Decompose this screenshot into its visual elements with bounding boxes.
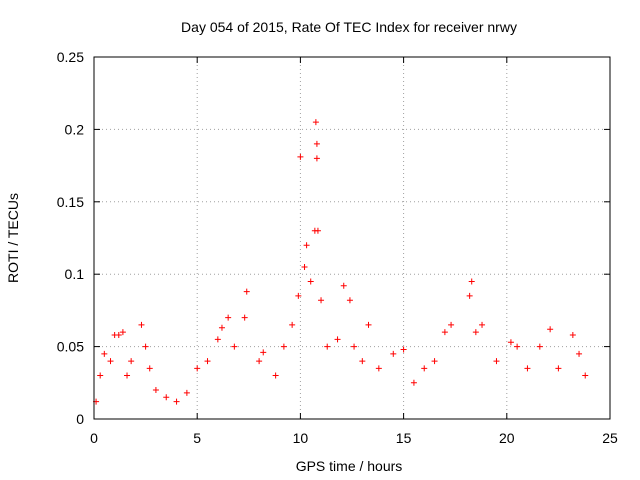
data-point (97, 372, 104, 379)
data-point (312, 119, 319, 126)
data-point (307, 278, 314, 285)
data-point (295, 292, 302, 299)
data-point (479, 321, 486, 328)
axis-ticks (93, 56, 611, 420)
data-point (400, 346, 407, 353)
x-tick-label: 15 (396, 430, 412, 446)
data-point (493, 358, 500, 365)
data-point (115, 332, 122, 339)
data-point (214, 336, 221, 343)
data-point (313, 155, 320, 162)
plot-frame (93, 56, 611, 420)
grid-lines (94, 57, 610, 419)
data-point (289, 321, 296, 328)
x-tick-labels: 0 5 10 15 20 25 (90, 430, 618, 446)
data-point (119, 329, 126, 336)
chart-title: Day 054 of 2015, Rate Of TEC Index for r… (181, 19, 517, 35)
data-point (128, 358, 135, 365)
x-tick-label: 5 (193, 430, 201, 446)
data-point (472, 329, 479, 336)
data-point (421, 365, 428, 372)
data-point (466, 292, 473, 299)
data-point (272, 372, 279, 379)
x-tick-label: 25 (602, 430, 618, 446)
data-point (468, 278, 475, 285)
data-point (334, 336, 341, 343)
data-point (183, 389, 190, 396)
y-tick-label: 0.2 (65, 121, 85, 137)
data-point (441, 329, 448, 336)
data-point (146, 365, 153, 372)
data-point (101, 350, 108, 357)
data-point (448, 321, 455, 328)
y-tick-label: 0.25 (57, 49, 84, 65)
data-point (576, 350, 583, 357)
data-point (536, 343, 543, 350)
x-tick-label: 20 (499, 430, 515, 446)
data-point (107, 358, 114, 365)
y-tick-label: 0.1 (65, 266, 85, 282)
data-point (359, 358, 366, 365)
data-point (547, 326, 554, 333)
data-point (431, 358, 438, 365)
data-point (582, 372, 589, 379)
data-point (555, 365, 562, 372)
data-point (231, 343, 238, 350)
data-point (410, 379, 417, 386)
y-tick-labels: 0 0.05 0.1 0.15 0.2 0.25 (57, 49, 84, 427)
data-point (375, 365, 382, 372)
data-point (324, 343, 331, 350)
data-point (142, 343, 149, 350)
data-point (346, 297, 353, 304)
y-tick-label: 0.05 (57, 339, 84, 355)
data-point (390, 350, 397, 357)
data-point (340, 282, 347, 289)
data-point (260, 349, 267, 356)
data-point (163, 394, 170, 401)
data-point (256, 358, 263, 365)
data-point (280, 343, 287, 350)
data-point (173, 398, 180, 405)
data-point (514, 343, 521, 350)
data-point (507, 339, 514, 346)
data-point (303, 242, 310, 249)
data-point (301, 263, 308, 270)
x-tick-label: 0 (90, 430, 98, 446)
x-axis-title: GPS time / hours (296, 458, 403, 474)
data-point (313, 140, 320, 147)
data-point (138, 321, 145, 328)
data-point (243, 288, 250, 295)
y-tick-label: 0.15 (57, 194, 84, 210)
data-point (218, 324, 225, 331)
data-point (297, 153, 304, 160)
x-tick-label: 10 (293, 430, 309, 446)
data-point (152, 387, 159, 394)
data-point (365, 321, 372, 328)
y-tick-label: 0 (76, 411, 84, 427)
data-point (318, 297, 325, 304)
data-point (124, 372, 131, 379)
y-axis-title: ROTI / TECUs (5, 193, 21, 283)
data-point (194, 365, 201, 372)
data-points (93, 119, 589, 405)
data-point (524, 365, 531, 372)
data-point (351, 343, 358, 350)
data-point (569, 332, 576, 339)
data-point (241, 314, 248, 321)
data-point (314, 227, 321, 234)
data-point (204, 358, 211, 365)
data-point (225, 314, 232, 321)
